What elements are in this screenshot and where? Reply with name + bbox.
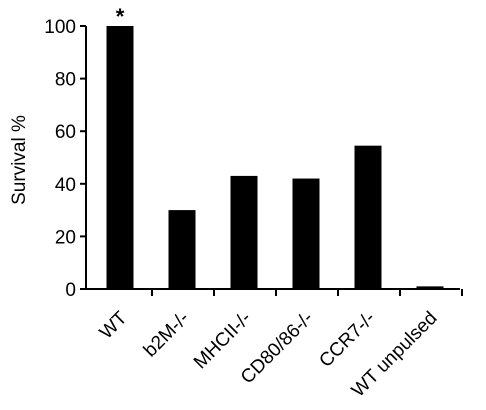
- y-tick-label: 60: [55, 122, 76, 143]
- y-axis-title: Survival %: [9, 115, 30, 205]
- bar-mhcii-: [230, 175, 258, 289]
- bar-b2m-: [168, 210, 196, 289]
- y-tick-label: 40: [55, 175, 76, 196]
- x-tick-label: b2M-/-: [140, 308, 194, 362]
- x-tick-label: CCR7-/-: [315, 308, 379, 372]
- bar-cd80-86-: [292, 178, 320, 289]
- x-axis: WT b2M-/-MHCII-/-CD80/86-/-CCR7-/-WT unpu…: [86, 288, 463, 401]
- y-tick-label: 100: [44, 17, 76, 38]
- bars-group: [106, 26, 444, 289]
- bar-wt: [106, 26, 134, 289]
- annotations-group: *: [116, 4, 125, 29]
- significance-marker: *: [116, 4, 125, 29]
- y-tick-label: 20: [55, 227, 76, 248]
- x-tick-label: WT: [96, 307, 132, 343]
- y-tick-label: 0: [65, 280, 76, 301]
- y-tick-label: 80: [55, 70, 76, 91]
- bar-wt-unpulsed: [416, 286, 444, 289]
- bar-ccr7-: [354, 145, 382, 289]
- y-axis: 0 20 40 60 80 100: [44, 17, 87, 301]
